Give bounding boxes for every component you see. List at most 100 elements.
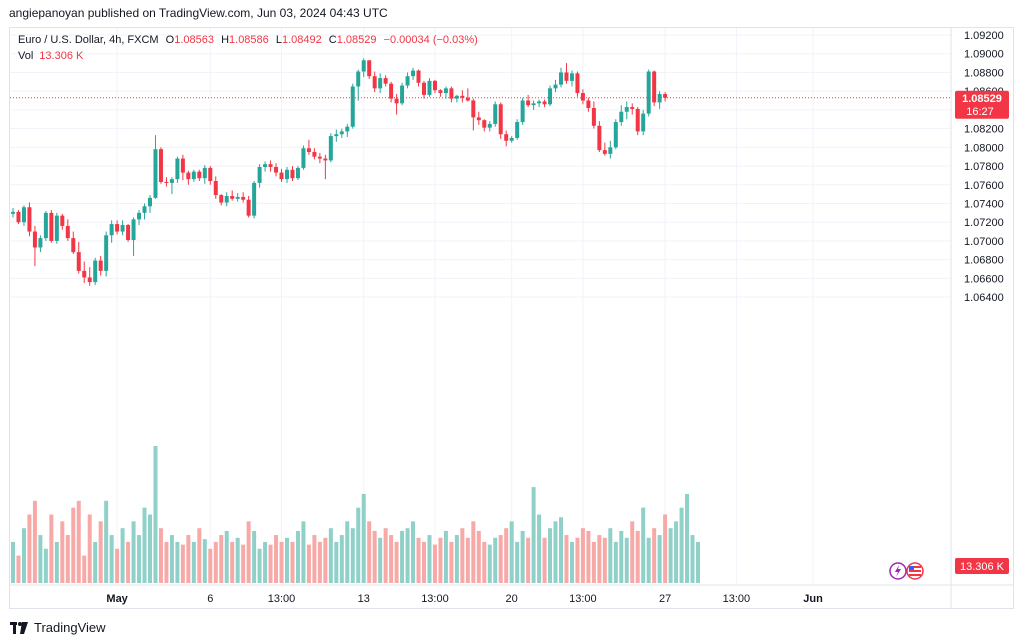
volume-bar — [553, 521, 558, 583]
candle-body — [126, 225, 131, 240]
vol-label: Vol — [18, 50, 34, 62]
volume-bar — [504, 528, 509, 583]
candle-body — [411, 70, 416, 77]
volume-bar — [460, 528, 465, 583]
candle-body — [306, 148, 311, 152]
low-value: 1.08492 — [281, 34, 322, 46]
x-tick-label: 13:00 — [421, 593, 449, 605]
candle-body — [460, 95, 465, 98]
candle-body — [597, 125, 602, 151]
volume-bar — [153, 446, 158, 583]
volume-bar — [274, 535, 279, 583]
x-tick-label: 27 — [659, 593, 671, 605]
close-label: C — [328, 34, 337, 46]
candle-body — [443, 88, 448, 94]
volume-bar — [208, 548, 213, 583]
volume-bar — [405, 528, 410, 583]
candle-body — [54, 215, 59, 241]
candle-body — [312, 152, 317, 157]
candle-body — [60, 215, 65, 226]
candle-body — [372, 76, 377, 89]
x-tick-label: 20 — [506, 593, 518, 605]
candle-body — [21, 207, 26, 223]
candle-body — [93, 260, 98, 283]
candle-body — [465, 97, 470, 101]
volume-bar — [142, 507, 147, 583]
volume-bar — [213, 541, 218, 583]
volume-bar — [356, 507, 361, 583]
volume-bar — [98, 521, 103, 583]
volume-bar — [109, 535, 114, 583]
candle-body — [137, 212, 142, 220]
volume-bar — [630, 521, 635, 583]
volume-bar — [32, 500, 37, 583]
candle-body — [476, 117, 481, 121]
volume-bar — [389, 535, 394, 583]
candle-body — [427, 80, 432, 95]
volume-bar — [679, 507, 684, 583]
y-tick-label: 1.07200 — [964, 217, 1004, 229]
volume-bar — [696, 541, 700, 583]
volume-bar — [515, 541, 520, 583]
candle-body — [268, 164, 273, 167]
candle-body — [422, 82, 426, 95]
flag-canton — [909, 566, 914, 570]
candle-body — [323, 158, 328, 161]
candle-body — [389, 83, 394, 99]
candle-body — [104, 235, 109, 271]
volume-bar — [71, 507, 76, 583]
candle-body — [82, 270, 87, 278]
volume-bar — [158, 528, 163, 583]
candle-body — [405, 76, 410, 86]
grid-lines — [10, 28, 951, 585]
volume-bar — [137, 535, 142, 583]
volume-bar — [306, 544, 311, 583]
volume-bar — [295, 530, 300, 583]
candle-body — [142, 206, 147, 213]
candle-body — [350, 86, 355, 127]
footer-brand[interactable]: TradingView — [10, 620, 106, 635]
volume-bar — [11, 541, 15, 583]
lightning-bolt-icon — [895, 565, 901, 577]
volume-bar — [657, 535, 662, 583]
volume-bar — [38, 535, 43, 583]
volume-bar — [652, 528, 657, 583]
volume-bar — [542, 537, 547, 583]
candle-body — [65, 225, 70, 239]
candle-body — [27, 207, 32, 232]
candle-body — [202, 167, 207, 179]
candle-body — [345, 126, 350, 132]
countdown-timer: 16:27 — [966, 106, 994, 118]
candle-body — [394, 98, 399, 104]
volume-bar — [454, 535, 459, 583]
candle-body — [252, 182, 257, 216]
flag-stripe — [909, 574, 921, 576]
candle-body — [487, 123, 492, 128]
volume-bar — [624, 537, 629, 583]
candle-body — [38, 238, 43, 248]
candle-body — [569, 73, 574, 81]
candle-body — [208, 167, 213, 182]
candle-body — [230, 195, 235, 199]
y-tick-label: 1.07000 — [964, 236, 1004, 248]
volume-bar — [591, 541, 596, 583]
volume-bar — [148, 514, 152, 583]
symbol-title: Euro / U.S. Dollar, 4h, FXCM — [18, 34, 159, 46]
volume-bar — [569, 541, 574, 583]
candle-body — [619, 111, 624, 123]
candle-body — [657, 93, 662, 103]
volume-bar — [608, 528, 613, 583]
candle-body — [493, 104, 498, 124]
volume-legend: Vol 13.306 K — [18, 50, 83, 62]
volume-bar — [301, 521, 306, 583]
volume-bar — [443, 530, 448, 583]
candle-body — [630, 107, 635, 109]
volume-bar — [126, 541, 131, 583]
change-value: −0.00034 (−0.03%) — [383, 34, 478, 46]
candle-body — [575, 73, 580, 94]
candle-body — [663, 93, 668, 98]
volume-bar — [279, 541, 284, 583]
volume-tag-value: 13.306 K — [960, 561, 1005, 573]
candle-body — [635, 108, 640, 132]
